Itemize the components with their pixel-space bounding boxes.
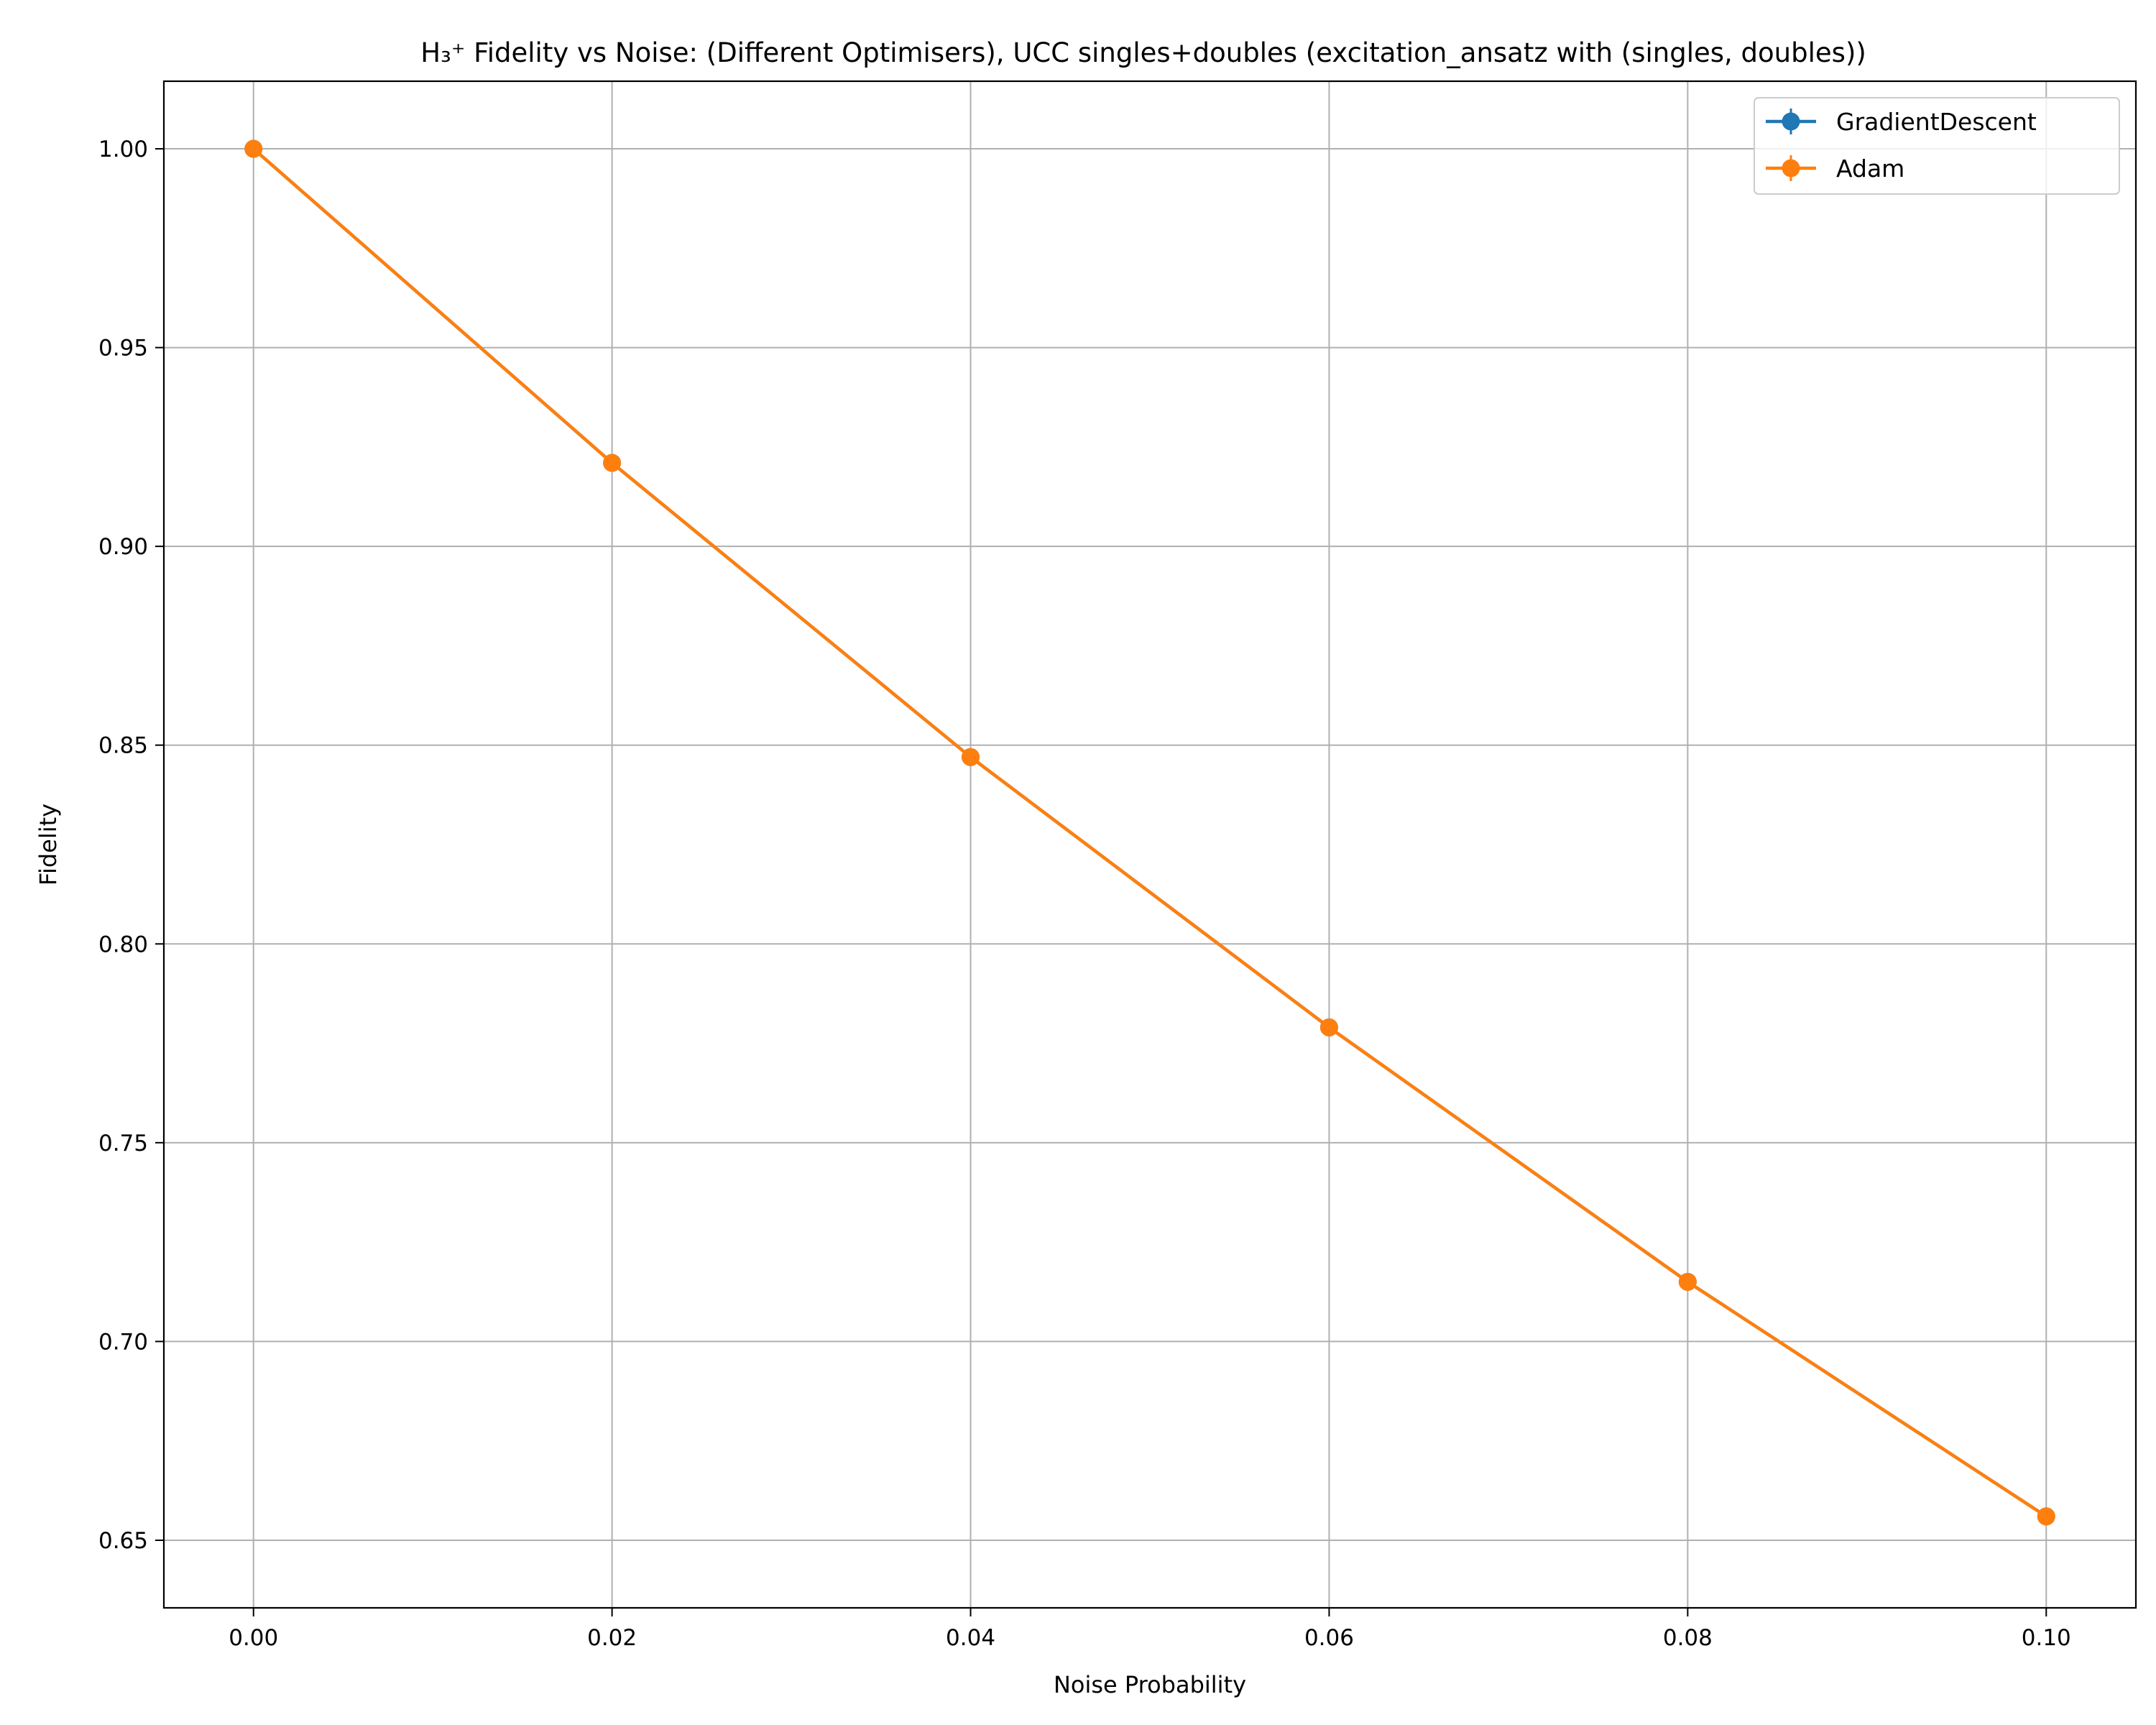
y-tick-label: 1.00 bbox=[98, 137, 148, 162]
x-tick-label: 0.10 bbox=[2022, 1625, 2071, 1651]
legend: GradientDescent Adam bbox=[1754, 97, 2120, 195]
y-axis-label: Fidelity bbox=[34, 804, 62, 886]
data-point bbox=[603, 454, 622, 472]
legend-marker bbox=[1782, 112, 1800, 131]
y-tick-label: 0.90 bbox=[98, 534, 148, 560]
data-point bbox=[2037, 1507, 2055, 1526]
series-line bbox=[252, 147, 2048, 1519]
series-layer bbox=[244, 139, 2055, 1526]
y-tick-label: 0.80 bbox=[98, 932, 148, 957]
legend-label: GradientDescent bbox=[1836, 108, 2037, 136]
data-point bbox=[244, 139, 263, 158]
x-axis-label: Noise Probability bbox=[1054, 1671, 1246, 1698]
x-tick-label: 0.08 bbox=[1663, 1625, 1713, 1651]
y-tick-label: 0.65 bbox=[98, 1528, 148, 1554]
plot-frame bbox=[162, 80, 2137, 1609]
legend-label: Adam bbox=[1836, 155, 1904, 183]
data-point bbox=[1319, 1018, 1338, 1036]
y-tick-label: 0.85 bbox=[98, 733, 148, 759]
legend-item: GradientDescent bbox=[1766, 108, 2037, 136]
x-tick-label: 0.02 bbox=[587, 1625, 637, 1651]
x-tick-label: 0.06 bbox=[1304, 1625, 1354, 1651]
legend-marker bbox=[1782, 159, 1800, 178]
legend-item: Adam bbox=[1766, 155, 1904, 183]
legend-box bbox=[1754, 97, 2120, 195]
y-tick-label: 0.75 bbox=[98, 1131, 148, 1156]
series-adam bbox=[244, 139, 2055, 1526]
y-tick-label: 0.95 bbox=[98, 336, 148, 362]
x-axis: 0.00 0.02 0.04 0.06 0.08 0.10 bbox=[229, 1608, 2071, 1651]
y-tick-label: 0.70 bbox=[98, 1329, 148, 1355]
x-tick-label: 0.00 bbox=[229, 1625, 278, 1651]
y-axis: 0.65 0.70 0.75 0.80 0.85 0.90 0.95 1.00 bbox=[98, 137, 164, 1554]
x-tick-label: 0.04 bbox=[946, 1625, 995, 1651]
data-point bbox=[962, 748, 980, 766]
data-point bbox=[1678, 1272, 1697, 1291]
chart-title: H₃⁺ Fidelity vs Noise: (Different Optimi… bbox=[420, 37, 1866, 68]
